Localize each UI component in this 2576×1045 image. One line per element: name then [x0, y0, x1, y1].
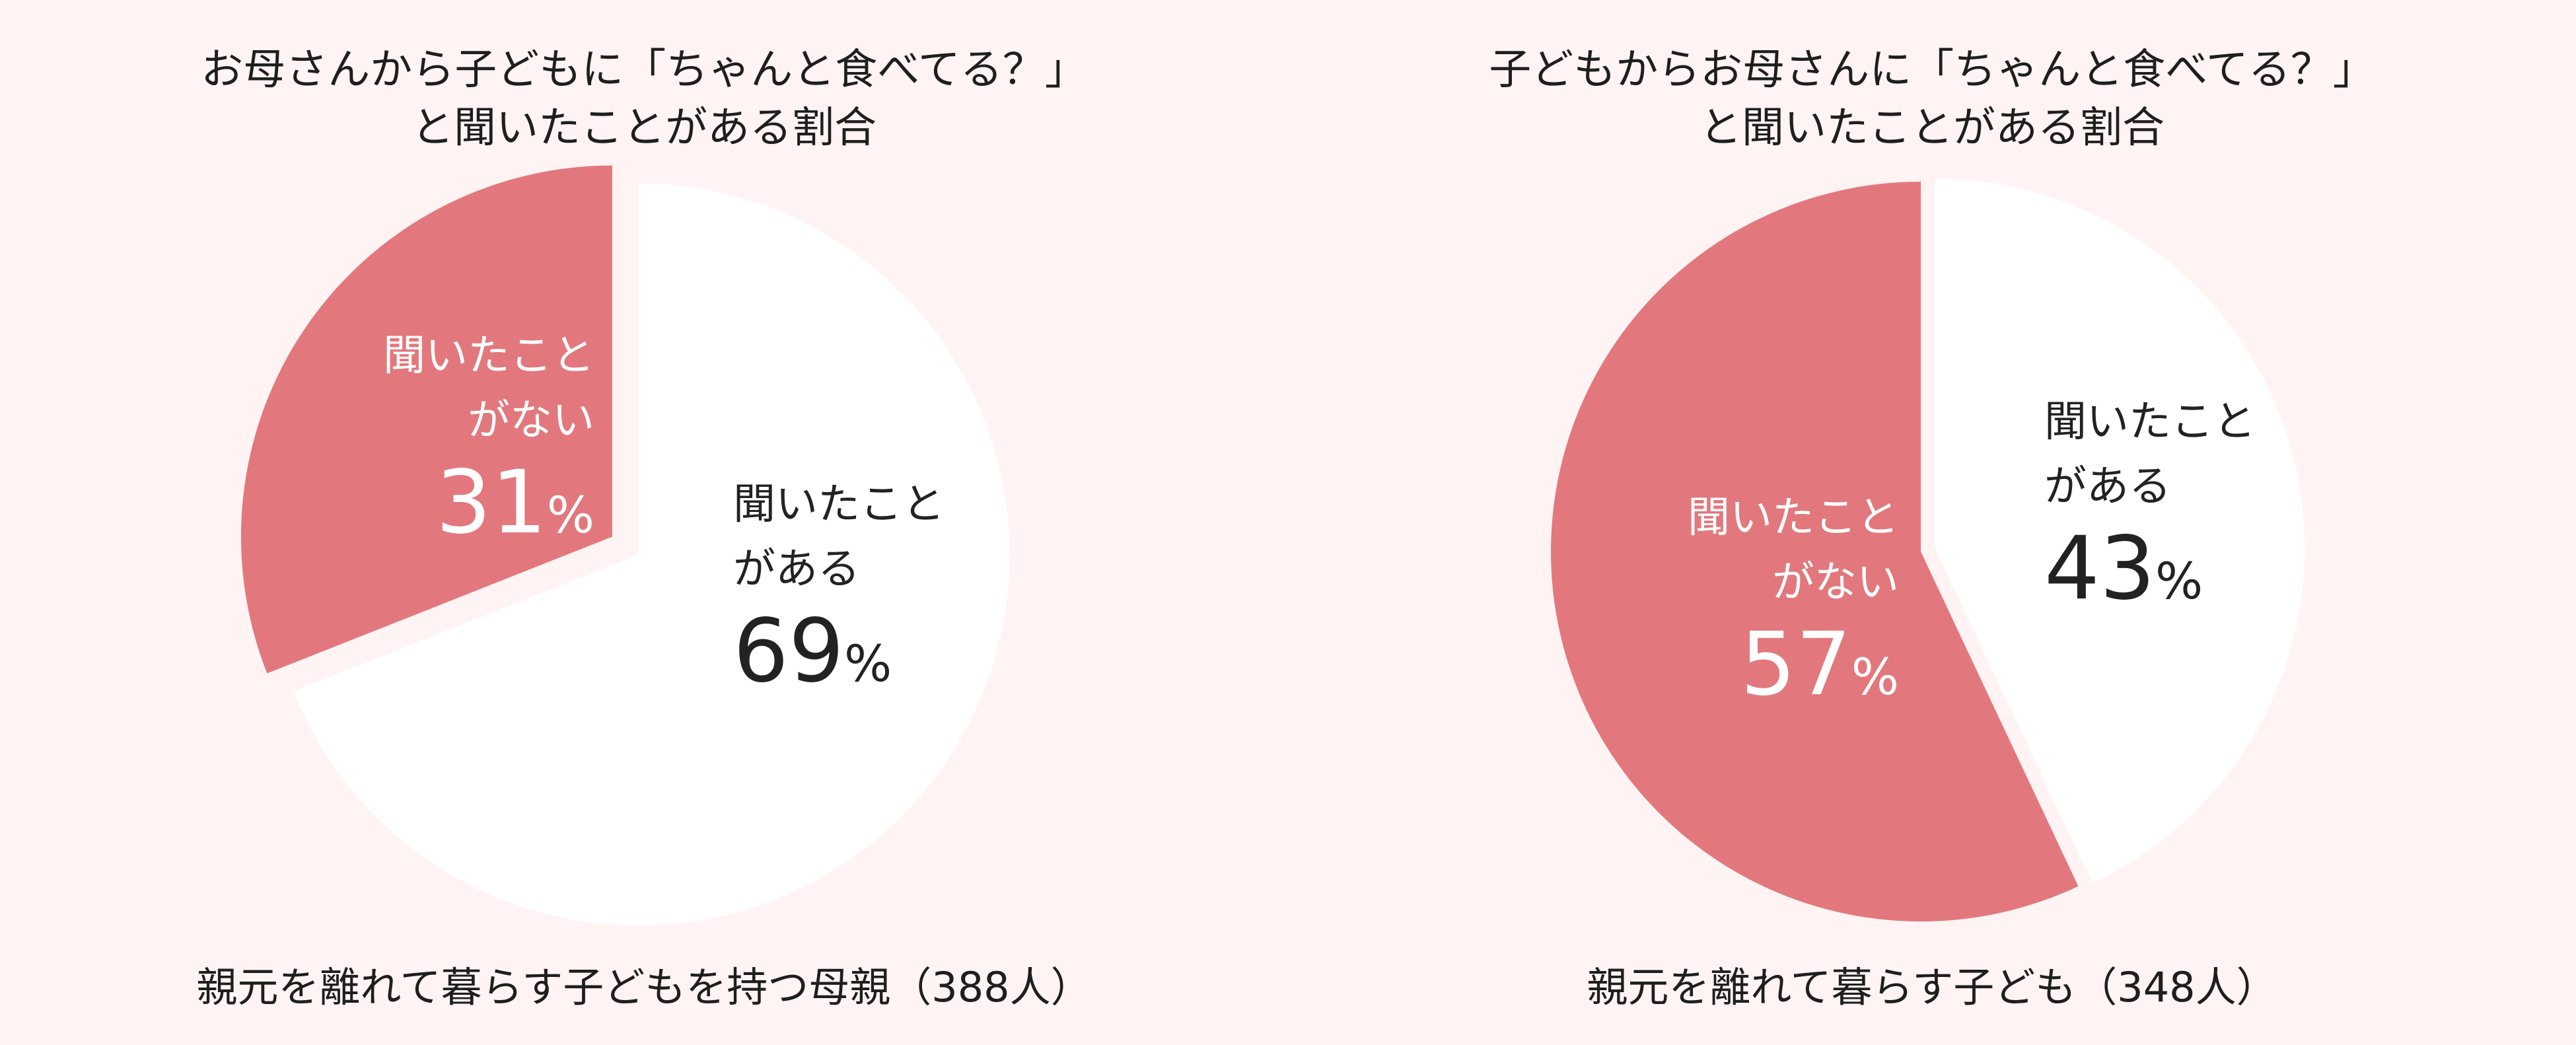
pie-slice-not-heard [240, 165, 612, 674]
slice-value: 69% [733, 602, 945, 717]
slice-label-text: 聞いたこと [383, 332, 594, 380]
slice-label-heard: 聞いたこと がある 43% [2044, 390, 2256, 634]
slice-label-text: がない [468, 396, 594, 445]
slice-value-unit: % [1851, 647, 1899, 706]
chart-title-line: お母さんから子どもに「ちゃんと食べてる？」 [201, 46, 1087, 94]
slice-value-number: 43 [2044, 518, 2155, 620]
slice-value: 57% [1658, 615, 1899, 730]
slice-label-text: 聞いたこと [2044, 398, 2256, 447]
pie-chart-children: 子どもからお母さんに「ちゃんと食べてる？」 と聞いたことがある割合 聞いたこと … [1288, 0, 2576, 1045]
chart-title: 子どもからお母さんに「ちゃんと食べてる？」 と聞いたことがある割合 [1288, 41, 2576, 157]
pie-chart-mothers: お母さんから子どもに「ちゃんと食べてる？」 と聞いたことがある割合 聞いたこと … [0, 41, 1288, 1011]
chart-caption: 親元を離れて暮らす子どもを持つ母親（388人） [196, 963, 1092, 1011]
pie-svg [240, 165, 1010, 926]
slice-label-text: がある [2044, 462, 2171, 511]
slice-value-unit: % [2155, 552, 2203, 610]
chart-caption: 親元を離れて暮らす子ども（348人） [1587, 963, 2277, 1011]
chart-title: お母さんから子どもに「ちゃんと食べてる？」 と聞いたことがある割合 [0, 41, 1288, 157]
chart-title-line: と聞いたことがある割合 [1699, 104, 2165, 153]
slice-label-heard: 聞いたこと がある 69% [733, 472, 945, 717]
slice-value-unit: % [546, 486, 594, 544]
slice-value-unit: % [843, 634, 892, 693]
slice-label-text: 聞いたこと [733, 480, 945, 529]
chart-title-line: 子どもからお母さんに「ちゃんと食べてる？」 [1489, 46, 2375, 94]
slice-label-not-heard: 聞いたこと がない 31% [370, 324, 594, 568]
pie-slice-heard [293, 183, 1010, 926]
slice-value-number: 31 [435, 452, 547, 554]
chart-title-line: と聞いたことがある割合 [411, 104, 877, 153]
slice-label-text: がない [1772, 558, 1899, 607]
slice-label-not-heard: 聞いたこと がない 57% [1658, 486, 1899, 730]
slice-label-text: 聞いたこと [1688, 493, 1899, 542]
pie-svg [1550, 178, 2305, 921]
slice-label-text: がある [733, 545, 860, 594]
pie-slice-not-heard [1550, 182, 2079, 921]
pie-slice-heard [1935, 178, 2305, 883]
slice-value-number: 69 [733, 600, 844, 702]
slice-value: 43% [2044, 519, 2256, 634]
slice-value: 31% [370, 453, 594, 568]
slice-value-number: 57 [1740, 614, 1851, 715]
